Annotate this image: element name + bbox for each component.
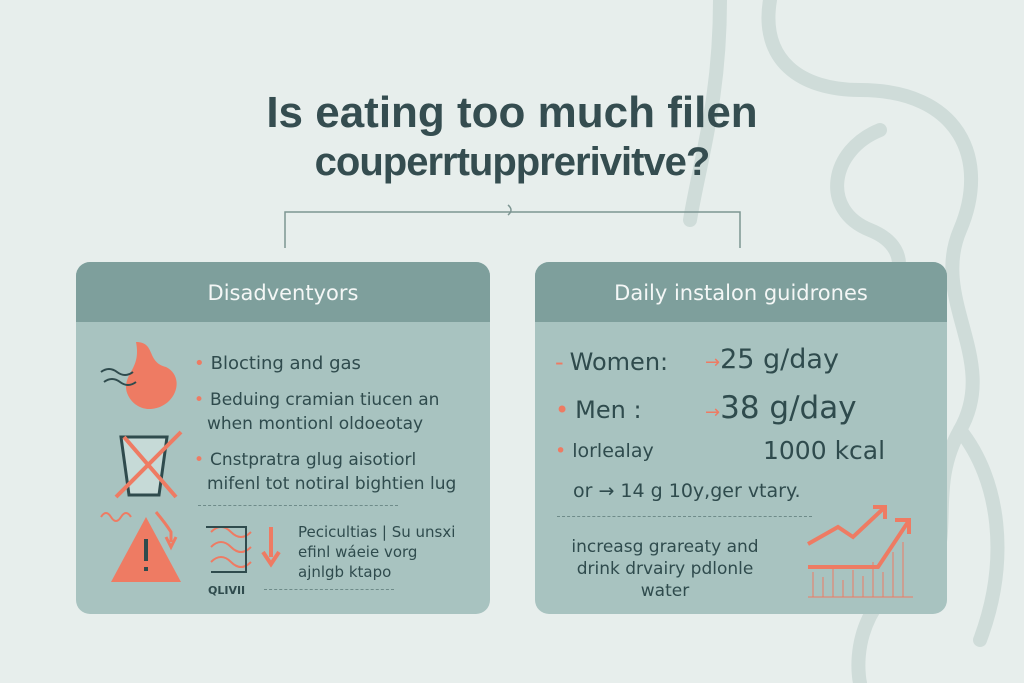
glass-crossed-icon — [114, 430, 183, 499]
men-value: 38 g/day — [720, 390, 857, 426]
intestine-arrow-icon — [206, 526, 281, 573]
disadvantage-item: Beduing cramian tiucen an — [210, 390, 440, 410]
bottom-text-line: ajnlgb ktapo — [298, 563, 392, 581]
warning-icon — [100, 511, 181, 582]
title-line-1: Is eating too much filen — [266, 88, 758, 137]
note-line: increasg grareaty and — [571, 537, 759, 557]
note-line: water — [640, 581, 690, 601]
kcal-value: 1000 kcal — [763, 436, 886, 465]
women-value: 25 g/day — [720, 344, 839, 375]
per-kcal-label: lorlealay — [572, 440, 654, 462]
disadvantage-item-cont: mifenl tot notiral bightien lug — [207, 474, 457, 494]
men-label: Men : — [575, 396, 642, 424]
disadvantage-item-cont: when montionl oldoeotay — [207, 414, 424, 434]
trend-up-icon — [807, 505, 913, 598]
guidelines-header: Daily instalon guidrones — [535, 262, 947, 322]
title-line-2: couperrtupprerivitve? — [314, 140, 711, 184]
icon-label: QLIVII — [208, 584, 246, 597]
women-label: Women: — [569, 348, 669, 376]
disadvantage-item: Blocting and gas — [210, 353, 361, 374]
stomach-icon — [126, 342, 177, 410]
note-line: drink drvairy pdlonle — [576, 559, 754, 579]
bottom-text-line: efinl wáeie vorg — [298, 543, 418, 561]
sub-guideline: or → 14 g 10y,ger vtary. — [573, 480, 801, 502]
disadvantage-item: Cnstpratra glug aisotiorl — [210, 450, 417, 470]
disadvantages-card: Disadventyors • Blocting and gas • Beduing… — [76, 262, 490, 614]
disadvantages-header: Disadventyors — [76, 262, 490, 322]
symptom-icons — [100, 342, 183, 582]
bottom-text-line: Pecicultias | Su unsxi — [298, 523, 456, 541]
daily-guidelines-card: Daily instalon guidrones - Women: →25 g/d… — [535, 262, 947, 614]
